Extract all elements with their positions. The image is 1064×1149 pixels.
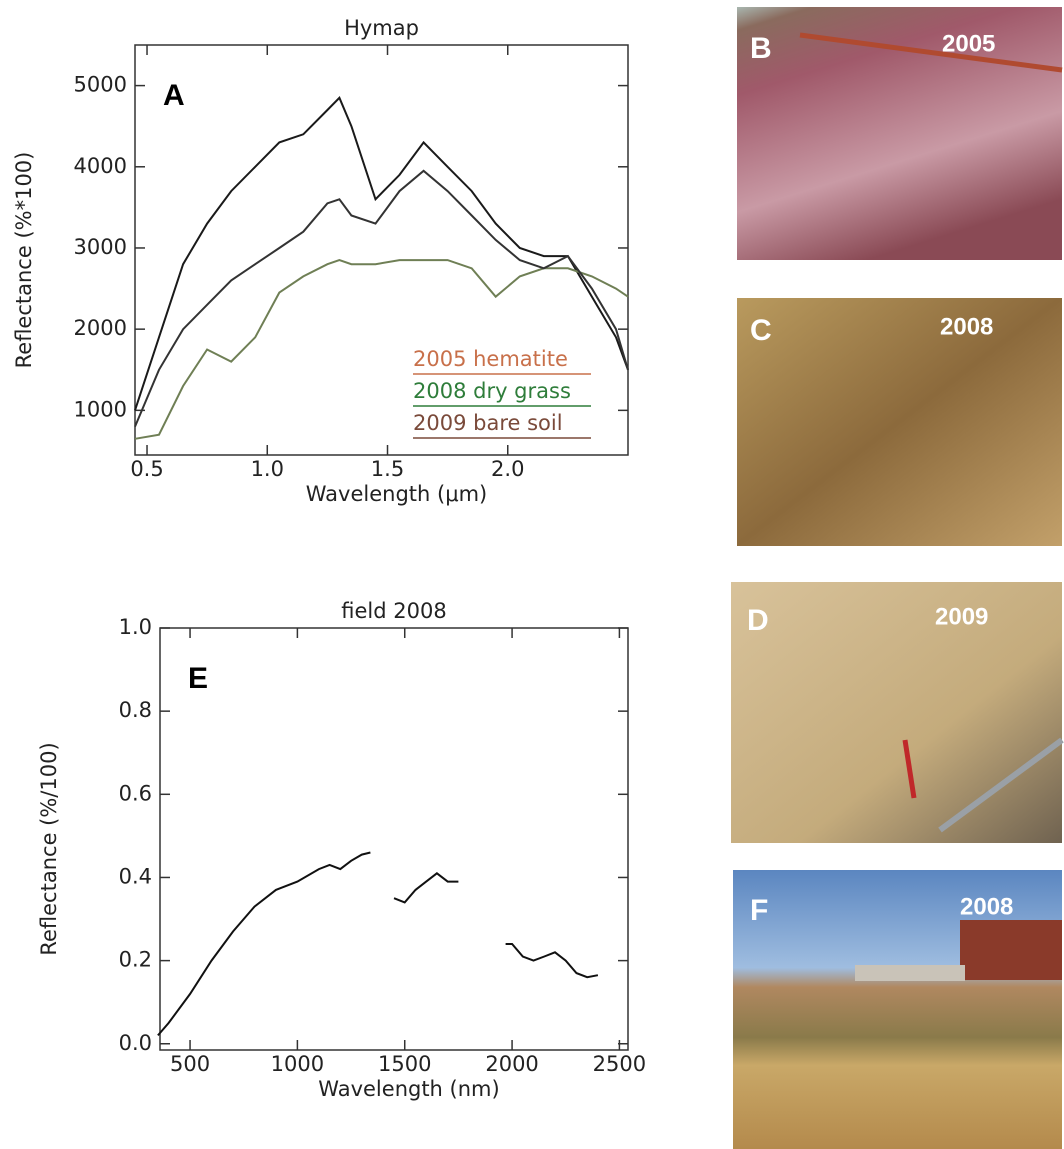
photo-year: 2009 — [935, 603, 988, 630]
x-tick-label: 2500 — [593, 1052, 646, 1076]
legend-label: 2005 hematite — [413, 347, 568, 371]
photo-d: D 2009 — [731, 582, 1062, 843]
y-tick-label: 0.0 — [119, 1031, 152, 1055]
photo — [731, 582, 1062, 843]
photo-c: C 2008 — [737, 298, 1062, 546]
photo — [737, 7, 1062, 260]
series-line — [158, 853, 598, 1036]
y-tick-label: 0.6 — [119, 781, 152, 805]
y-tick-label: 0.2 — [119, 948, 152, 972]
x-tick-label: 1.5 — [371, 457, 404, 481]
photo-label: C — [750, 314, 772, 347]
y-tick-label: 2000 — [74, 316, 127, 340]
x-axis-title: Wavelength (μm) — [306, 482, 487, 506]
y-axis-title: Reflectance (%*100) — [12, 152, 36, 369]
figure: B 2005 C 2008 D 2009 F 2008 Hymap A Wavele… — [0, 0, 1064, 1149]
photo-label: B — [750, 32, 772, 65]
building — [855, 965, 965, 981]
y-axis-title: Reflectance (%/100) — [37, 742, 61, 955]
photo-label: F — [750, 894, 768, 927]
x-tick-label: 1500 — [378, 1052, 431, 1076]
x-axis-title: Wavelength (nm) — [318, 1077, 499, 1101]
legend-label: 2009 bare soil — [413, 411, 563, 435]
y-tick-label: 3000 — [74, 235, 127, 259]
photo-year: 2005 — [942, 30, 995, 57]
y-tick-label: 0.8 — [119, 698, 152, 722]
chart-title: Hymap — [344, 16, 419, 40]
photo-label: D — [747, 604, 769, 637]
photo-year: 2008 — [960, 893, 1013, 920]
chart-title: field 2008 — [341, 599, 446, 623]
y-tick-label: 1000 — [74, 397, 127, 421]
panel-label: A — [163, 79, 185, 112]
photo-year: 2008 — [940, 313, 993, 340]
photo — [737, 298, 1062, 546]
x-tick-label: 500 — [170, 1052, 210, 1076]
x-tick-label: 2000 — [485, 1052, 538, 1076]
plot-frame — [160, 628, 628, 1050]
y-tick-label: 4000 — [74, 154, 127, 178]
legend-label: 2008 dry grass — [413, 379, 571, 403]
photo-b: B 2005 — [737, 7, 1062, 260]
panel-label: E — [188, 662, 208, 695]
building — [960, 920, 1062, 980]
x-tick-label: 1000 — [271, 1052, 324, 1076]
x-tick-label: 0.5 — [130, 457, 163, 481]
y-tick-label: 0.4 — [119, 864, 152, 888]
x-tick-label: 1.0 — [251, 457, 284, 481]
photo-f: F 2008 — [733, 870, 1062, 1149]
y-tick-label: 5000 — [74, 73, 127, 97]
y-tick-label: 1.0 — [119, 615, 152, 639]
x-tick-label: 2.0 — [491, 457, 524, 481]
